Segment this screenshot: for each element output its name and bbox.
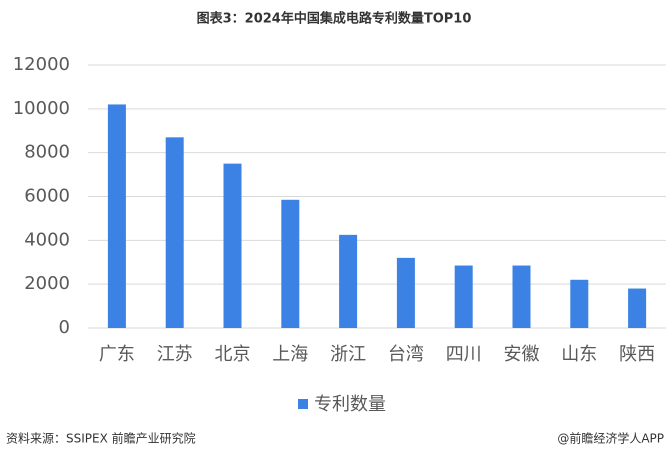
y-tick-label: 4000 xyxy=(24,229,70,250)
x-tick-label: 上海 xyxy=(272,344,308,365)
x-tick-label: 浙江 xyxy=(330,344,366,365)
chart-title: 图表3：2024年中国集成电路专利数量TOP10 xyxy=(197,11,472,27)
y-tick-label: 8000 xyxy=(24,142,70,163)
y-tick-label: 0 xyxy=(59,317,70,338)
bar xyxy=(223,163,242,328)
x-tick-label: 安徽 xyxy=(504,344,540,365)
y-tick-label: 10000 xyxy=(13,98,70,119)
legend-label: 专利数量 xyxy=(314,394,386,415)
x-tick-label: 江苏 xyxy=(157,344,193,365)
bar xyxy=(628,288,647,328)
y-tick-label: 6000 xyxy=(24,186,70,207)
x-tick-label: 四川 xyxy=(446,344,482,365)
y-tick-label: 2000 xyxy=(24,273,70,294)
source: 资料来源：SSIPEX 前瞻产业研究院 xyxy=(6,431,196,446)
bar xyxy=(281,199,300,328)
x-tick-label: 山东 xyxy=(561,344,597,365)
x-tick-label: 北京 xyxy=(215,344,251,365)
bar xyxy=(165,137,184,328)
legend-swatch xyxy=(298,399,308,409)
bar xyxy=(107,104,126,328)
x-tick-label: 广东 xyxy=(99,344,135,365)
bar xyxy=(454,265,473,328)
y-tick-label: 12000 xyxy=(13,54,70,75)
bar xyxy=(512,265,531,328)
x-tick-label: 台湾 xyxy=(388,344,424,365)
x-tick-label: 陕西 xyxy=(619,344,655,365)
credit: @前瞻经济学人APP xyxy=(557,431,664,446)
bar xyxy=(396,257,415,328)
bar xyxy=(339,234,358,328)
bar xyxy=(570,279,589,328)
